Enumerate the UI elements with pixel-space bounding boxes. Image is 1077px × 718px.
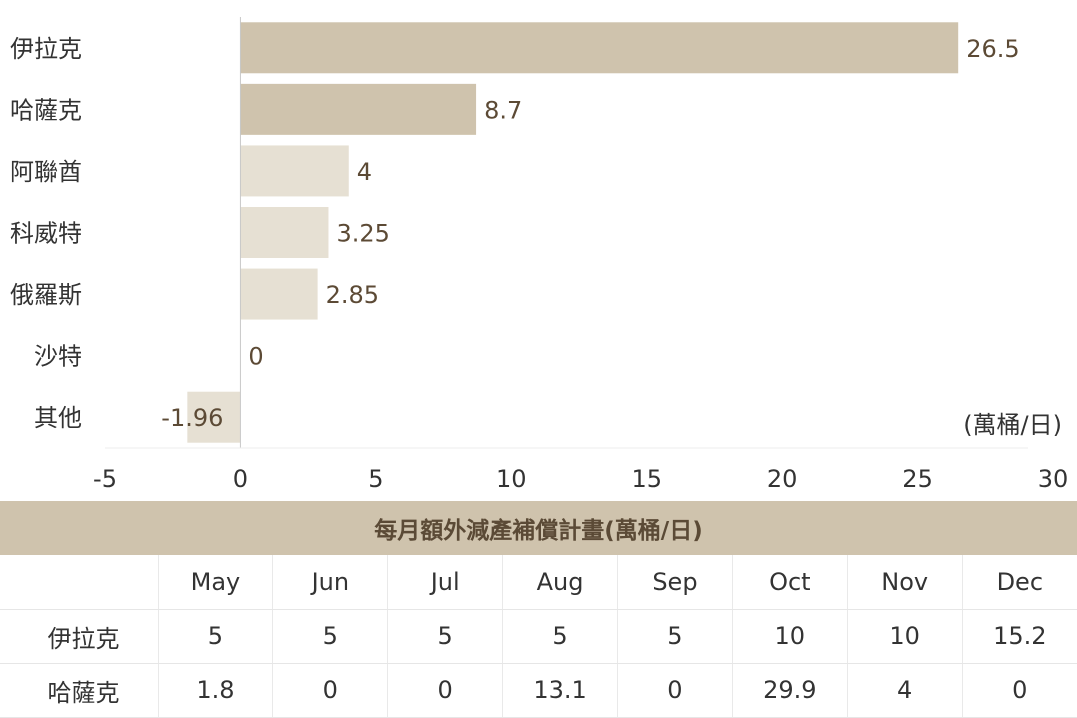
value-label: 0: [248, 343, 263, 371]
table-cell: 5: [387, 609, 503, 664]
bars-layer: [187, 22, 959, 443]
x-tick-label: 20: [767, 465, 798, 493]
value-label: 26.5: [966, 35, 1019, 63]
table-cell: 5: [272, 609, 388, 664]
compensation-plan-table: May Jun Jul Aug Sep Oct Nov Dec 伊拉克 5 5 …: [0, 555, 1077, 718]
table-cell: 0: [272, 663, 388, 718]
month-header: Sep: [617, 555, 733, 610]
table-cell: 29.9: [731, 663, 848, 718]
table-cell: 0: [617, 663, 733, 718]
category-label: 伊拉克: [10, 35, 82, 63]
row-label: 伊拉克: [0, 609, 158, 664]
table-title-banner: 每月額外減產補償計畫(萬桶/日): [0, 501, 1077, 555]
table-header-row: May Jun Jul Aug Sep Oct Nov Dec: [0, 555, 1077, 610]
month-header: Aug: [502, 555, 618, 610]
value-label: -1.96: [161, 404, 223, 432]
category-label: 俄羅斯: [10, 281, 82, 309]
x-tick-label: -5: [93, 465, 117, 493]
labels-layer: 伊拉克 26.5 哈薩克 8.7 阿聯酋 4 科威特 3.25 俄羅斯 2.85 沙特 0 其他 -1.9…: [10, 35, 1020, 432]
bar: [240, 207, 329, 258]
month-header: May: [157, 555, 273, 610]
category-label: 沙特: [34, 343, 82, 371]
table-cell: 15.2: [961, 609, 1077, 664]
value-label: 2.85: [326, 281, 379, 309]
x-tick-label: 10: [496, 465, 527, 493]
table-cell: 13.1: [502, 663, 618, 718]
x-tick-labels: -5 0 5 10 15 20 25 30: [93, 465, 1068, 493]
table-cell: 0: [387, 663, 503, 718]
month-header: Oct: [731, 555, 848, 610]
bar: [187, 391, 241, 443]
x-tick-label: 0: [233, 465, 248, 493]
category-label: 其他: [34, 404, 82, 432]
category-label: 哈薩克: [10, 96, 82, 124]
x-tick-label: 30: [1038, 465, 1069, 493]
month-header: Dec: [961, 555, 1077, 610]
category-label: 阿聯酋: [10, 158, 82, 186]
bar: [240, 22, 959, 74]
month-header: Jun: [272, 555, 388, 610]
month-header: Nov: [846, 555, 963, 610]
table-title: 每月額外減產補償計畫(萬桶/日): [374, 518, 703, 544]
x-tick-label: 5: [368, 465, 383, 493]
row-label: 哈薩克: [0, 663, 158, 718]
x-tick-label: 25: [902, 465, 933, 493]
x-tick-label: 15: [631, 465, 662, 493]
bar: [240, 268, 318, 320]
value-label: 4: [357, 158, 372, 186]
table-cell: 4: [846, 663, 963, 718]
value-label: 8.7: [484, 96, 522, 124]
table-cell: 10: [731, 609, 848, 664]
table-row: 伊拉克 5 5 5 5 5 10 10 15.2: [0, 609, 1077, 664]
table-cell: 10: [846, 609, 963, 664]
value-label: 3.25: [336, 220, 389, 248]
month-header: Jul: [387, 555, 503, 610]
table-cell: 5: [502, 609, 618, 664]
table-corner-cell: [0, 555, 158, 610]
unit-label: (萬桶/日): [963, 411, 1062, 439]
table-row: 哈薩克 1.8 0 0 13.1 0 29.9 4 0: [0, 663, 1077, 718]
category-label: 科威特: [10, 220, 82, 248]
table-cell: 5: [617, 609, 733, 664]
bar: [240, 83, 477, 135]
bar: [240, 145, 349, 197]
table-cell: 0: [961, 663, 1077, 718]
table-cell: 5: [157, 609, 273, 664]
compensation-bar-chart: 伊拉克 26.5 哈薩克 8.7 阿聯酋 4 科威特 3.25 俄羅斯 2.85 沙特 0 其他 -1.9…: [10, 17, 1068, 493]
table-cell: 1.8: [157, 663, 273, 718]
